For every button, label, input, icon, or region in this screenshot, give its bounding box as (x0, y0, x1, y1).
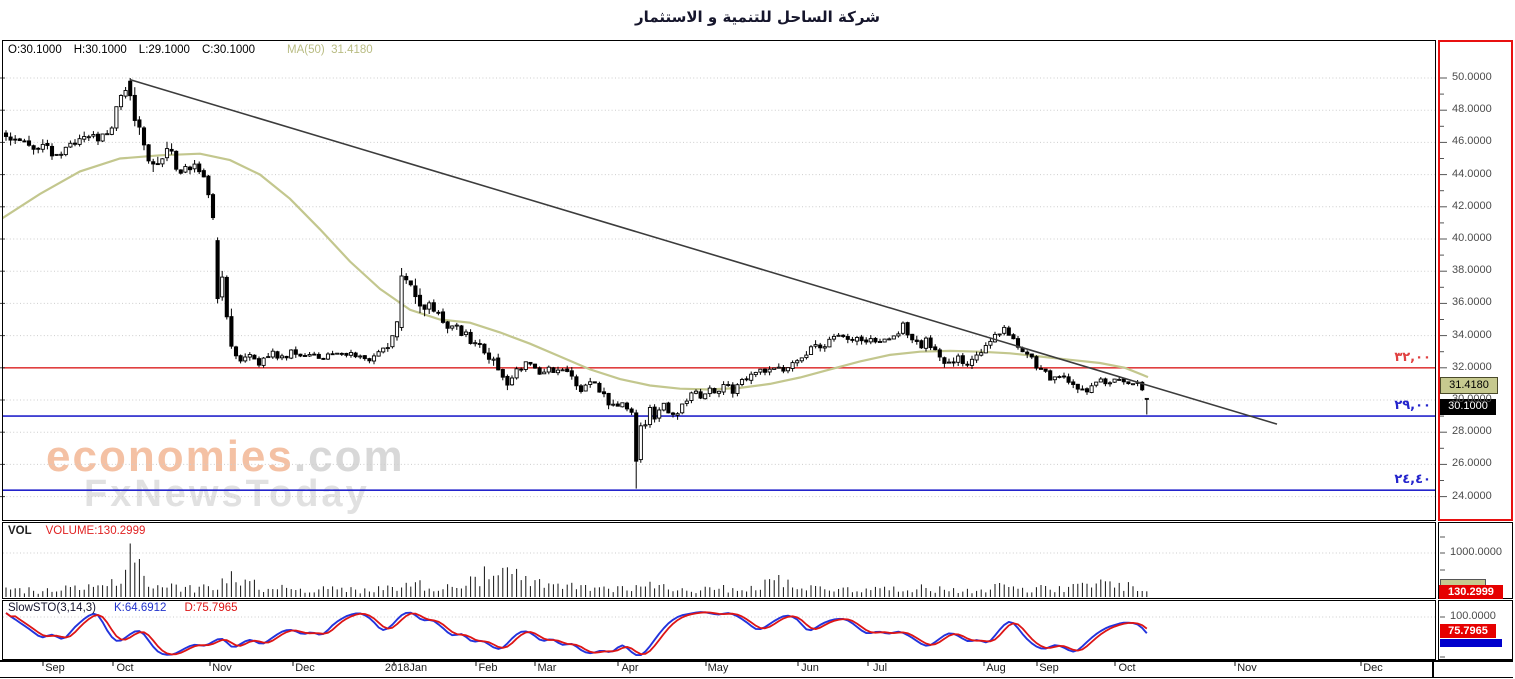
price-tick-label: 32.0000 (1452, 360, 1492, 373)
close-value: C:30.1000 (201, 44, 256, 56)
month-label-apr: Apr (621, 662, 639, 674)
volume-value: VOLUME:130.2999 (45, 525, 146, 537)
time-axis-separator (1432, 660, 1434, 678)
month-label-dec: Dec (1363, 662, 1383, 674)
last-price-badge: 30.1000 (1440, 399, 1496, 415)
high-value: H:30.1000 (73, 44, 127, 56)
month-label-sep: Sep (45, 662, 65, 674)
month-label-dec: Dec (295, 662, 315, 674)
price-tick-label: 46.0000 (1452, 135, 1492, 148)
month-label-nov: Nov (212, 662, 232, 674)
time-axis-strip[interactable] (0, 660, 1513, 678)
price-tick-label: 38.0000 (1452, 264, 1492, 277)
stochastic-k-value: K:64.6912 (114, 602, 167, 614)
month-label-mar: Mar (537, 662, 557, 674)
watermark-brand: economies (46, 432, 294, 481)
watermark-economies: economies.com (46, 432, 405, 482)
ohlc-readout: O:30.1000 H:30.1000 L:29.1000 C:30.1000 MA(5… (8, 44, 385, 56)
volume-header: VOL VOLUME:130.2999 (8, 525, 145, 537)
month-label-aug: Aug (986, 662, 1006, 674)
page-title: شركة الساحل للتنمية و الاستثمار (635, 8, 880, 26)
price-tick-label: 40.0000 (1452, 232, 1492, 244)
stochastic-axis-panel[interactable] (1438, 600, 1513, 660)
month-label-sep: Sep (1039, 662, 1059, 674)
watermark-fxnewstoday: FxNewsToday (84, 473, 370, 515)
month-label-oct: Oct (1118, 662, 1136, 674)
price-tick-label: 50.0000 (1452, 71, 1492, 83)
month-label-2018jan: 2018Jan (384, 662, 428, 674)
stochastic-pane[interactable] (2, 600, 1436, 660)
low-value: L:29.1000 (138, 44, 190, 56)
month-label-jun: Jun (801, 662, 819, 674)
ma-value-badge: 31.4180 (1440, 377, 1498, 394)
price-pane[interactable] (2, 40, 1436, 521)
stochastic-tick-label: 100.0000 (1450, 610, 1496, 622)
open-value: O:30.1000 (8, 44, 62, 56)
price-tick-label: 48.0000 (1452, 103, 1492, 116)
month-label-feb: Feb (478, 662, 498, 674)
price-level-label: ٢٤,٤٠ (1394, 472, 1431, 488)
ma50-readout: MA(50) 31.4180 (287, 44, 373, 56)
stochastic-k-badge (1440, 639, 1502, 647)
month-label-oct: Oct (116, 662, 134, 674)
price-tick-label: 28.0000 (1452, 425, 1492, 438)
price-tick-label: 26.0000 (1452, 457, 1492, 470)
price-axis-panel[interactable] (1438, 40, 1513, 521)
price-tick-label: 42.0000 (1452, 199, 1492, 212)
price-tick-label: 24.0000 (1452, 489, 1492, 502)
price-tick-label: 30.0000 (1452, 393, 1492, 405)
price-tick-label: 44.0000 (1452, 167, 1492, 180)
volume-indicator-label: VOL (8, 525, 32, 537)
stochastic-header: SlowSTO(3,14,3) K:64.6912 D:75.7965 (8, 602, 238, 614)
price-tick-label: 36.0000 (1452, 296, 1492, 309)
price-level-label: ٣٢,٠٠ (1394, 349, 1431, 365)
month-label-jul: Jul (872, 662, 888, 674)
price-tick-label: 34.0000 (1452, 328, 1492, 341)
price-level-label: ٢٩,٠٠ (1394, 398, 1431, 414)
volume-tick-label: 1000.0000 (1450, 546, 1502, 558)
stochastic-d-value: D:75.7965 (184, 602, 238, 614)
volume-value-badge: 130.2999 (1439, 585, 1503, 599)
month-label-nov: Nov (1237, 662, 1257, 674)
stochastic-d-badge: 75.7965 (1440, 624, 1496, 638)
month-label-may: May (707, 662, 729, 674)
volume-pane[interactable] (2, 522, 1436, 599)
stochastic-indicator-label: SlowSTO(3,14,3) (8, 602, 96, 614)
watermark-domain: .com (293, 432, 405, 481)
